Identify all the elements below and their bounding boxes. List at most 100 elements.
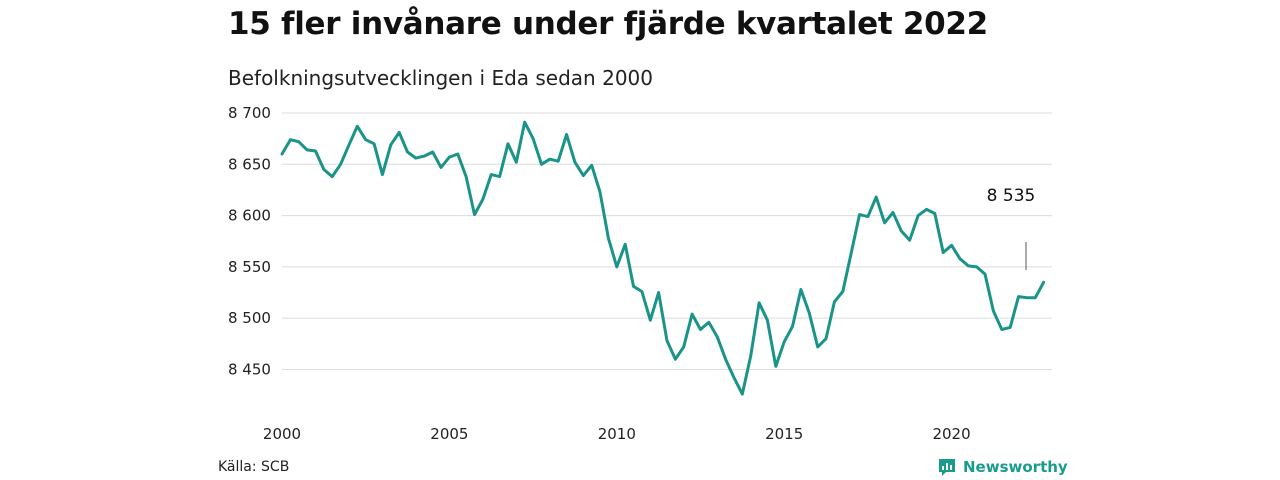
data-point <box>490 173 493 176</box>
data-point <box>690 312 694 316</box>
data-point <box>590 164 593 167</box>
data-point <box>289 138 292 141</box>
data-point <box>891 211 895 214</box>
data-point <box>983 272 987 276</box>
data-point <box>397 131 401 134</box>
data-point <box>665 339 669 342</box>
data-point <box>389 143 393 147</box>
data-point <box>523 121 526 124</box>
data-point <box>498 175 501 178</box>
data-point <box>858 213 861 216</box>
data-point <box>423 154 426 158</box>
newsworthy-logo-icon <box>939 459 955 476</box>
data-points <box>280 121 1045 396</box>
data-point <box>305 148 309 152</box>
data-point <box>515 161 518 164</box>
data-point <box>824 337 828 340</box>
data-point <box>1025 296 1029 299</box>
data-point <box>297 140 300 143</box>
data-point <box>456 152 459 156</box>
y-tick-label: 8 700 <box>228 104 271 122</box>
data-point <box>448 155 451 159</box>
data-point <box>331 175 334 178</box>
data-point <box>833 300 836 303</box>
data-point <box>598 190 602 194</box>
data-point <box>356 125 359 128</box>
end-value-label: 8 535 <box>987 186 1036 206</box>
data-point <box>649 319 652 322</box>
data-point <box>623 243 627 246</box>
data-point <box>1008 326 1012 329</box>
data-point <box>506 142 510 145</box>
source-note: Källa: SCB <box>218 459 290 475</box>
data-point <box>314 149 317 153</box>
data-point <box>607 236 610 240</box>
data-point <box>364 138 367 141</box>
data-point <box>774 365 778 368</box>
y-axis-ticks: 8 450 8 500 8 550 8 600 8 650 8 700 <box>228 104 271 378</box>
data-point <box>875 195 878 199</box>
population-line <box>280 120 1046 396</box>
data-point <box>699 328 702 331</box>
data-point <box>782 340 786 343</box>
x-axis-ticks: 2000 2005 2010 2015 2020 <box>263 425 971 443</box>
data-point <box>992 309 995 313</box>
chart-subtitle: Befolkningsutvecklingen i Eda sedan 2000 <box>228 66 653 90</box>
data-point <box>414 156 418 160</box>
data-point <box>339 163 342 166</box>
data-point <box>916 214 920 217</box>
data-point <box>372 142 376 145</box>
data-point <box>640 290 644 293</box>
data-point <box>799 288 803 291</box>
data-point <box>657 291 660 294</box>
data-point <box>958 257 962 260</box>
x-tick-label: 2000 <box>263 425 301 443</box>
data-point <box>816 345 819 349</box>
brand-logo[interactable]: Newsworthy <box>937 456 1068 478</box>
data-point <box>381 173 384 176</box>
data-point <box>941 251 945 254</box>
data-point <box>464 175 468 178</box>
data-point <box>481 197 485 201</box>
data-point <box>1017 295 1020 298</box>
data-point <box>322 168 326 171</box>
data-point <box>975 265 978 269</box>
data-point <box>565 133 568 136</box>
data-point <box>548 157 552 161</box>
data-point <box>1000 328 1003 331</box>
data-point <box>766 319 769 322</box>
data-point <box>749 354 752 358</box>
data-point <box>431 150 434 154</box>
data-point <box>808 311 811 315</box>
data-point <box>757 301 761 304</box>
x-tick-label: 2020 <box>932 425 970 443</box>
data-point <box>950 244 953 247</box>
y-tick-label: 8 550 <box>228 258 271 276</box>
data-point <box>556 160 560 163</box>
brand-name: Newsworthy <box>963 458 1068 476</box>
data-point <box>540 163 543 166</box>
data-point <box>582 174 585 177</box>
data-point <box>933 212 937 215</box>
data-point <box>674 358 677 361</box>
data-point <box>849 252 853 255</box>
data-point <box>707 321 711 324</box>
data-point <box>866 215 870 218</box>
data-point <box>531 137 535 140</box>
chart-title: 15 fler invånare under fjärde kvartalet … <box>228 6 988 42</box>
gridlines <box>282 112 1052 370</box>
data-point <box>791 325 794 328</box>
data-point <box>883 221 886 224</box>
x-tick-label: 2010 <box>598 425 636 443</box>
y-tick-label: 8 450 <box>228 360 271 378</box>
data-point <box>741 392 744 396</box>
x-tick-label: 2005 <box>430 425 468 443</box>
data-point <box>908 239 911 242</box>
y-tick-label: 8 500 <box>228 309 271 327</box>
data-point <box>682 345 685 349</box>
y-tick-label: 8 600 <box>228 207 271 225</box>
data-point <box>900 229 903 233</box>
data-point <box>724 358 727 361</box>
data-point <box>841 290 844 293</box>
